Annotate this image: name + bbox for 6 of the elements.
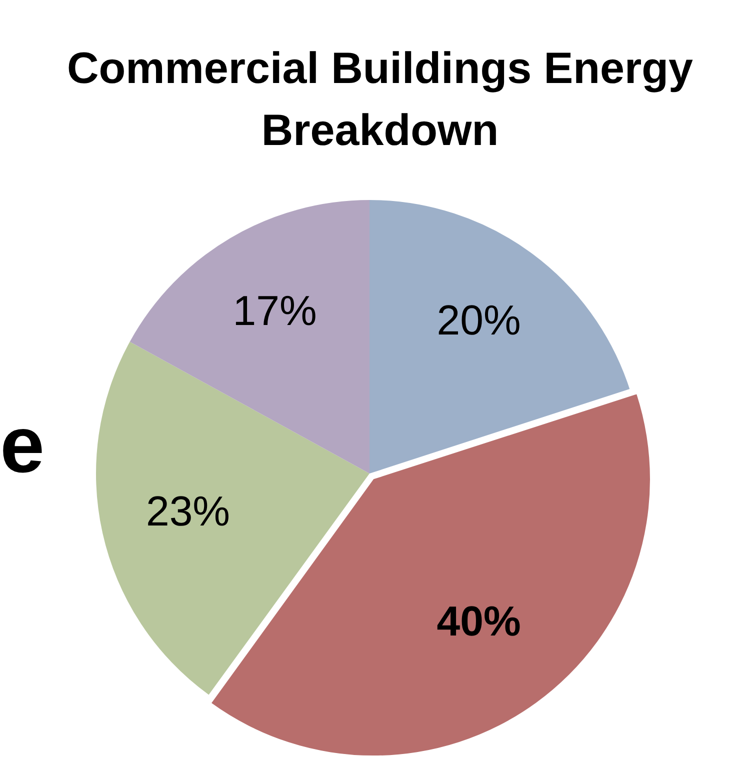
data-label: 40%: [436, 598, 521, 645]
text: e: [0, 400, 44, 490]
data-label: 23%: [146, 488, 230, 535]
data-label: 17%: [232, 286, 317, 334]
chart-title: Commercial Buildings Energy Breakdown: [66, 43, 694, 157]
data-label: 20%: [436, 296, 521, 344]
